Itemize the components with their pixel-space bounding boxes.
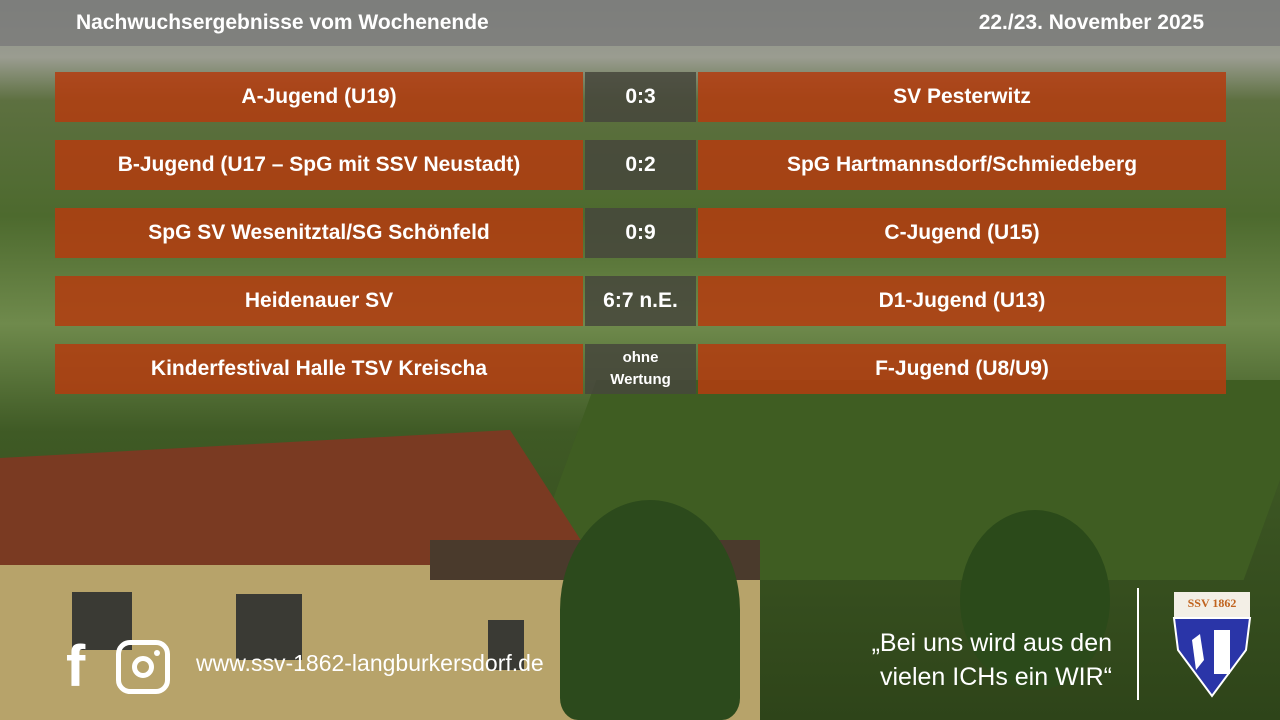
background-window [488, 620, 524, 670]
home-team: B-Jugend (U17 – SpG mit SSV Neustadt) [55, 140, 583, 190]
match-row: A-Jugend (U19) 0:3 SV Pesterwitz [55, 72, 1226, 122]
score: 0:9 [585, 208, 696, 258]
score: 0:2 [585, 140, 696, 190]
background-tree [560, 500, 740, 720]
header-bar: Nachwuchsergebnisse vom Wochenende 22./2… [0, 0, 1280, 46]
home-team: Heidenauer SV [55, 276, 583, 326]
score: ohne Wertung [585, 344, 696, 394]
page-title: Nachwuchsergebnisse vom Wochenende [76, 11, 489, 34]
score-line: Wertung [610, 371, 671, 388]
facebook-icon[interactable]: f [66, 634, 86, 699]
slogan-line: vielen ICHs ein WIR“ [880, 663, 1112, 691]
home-team: SpG SV Wesenitztal/SG Schönfeld [55, 208, 583, 258]
home-team: Kinderfestival Halle TSV Kreischa [55, 344, 583, 394]
divider [1137, 588, 1139, 700]
svg-text:SSV 1862: SSV 1862 [1188, 596, 1237, 610]
away-team: C-Jugend (U15) [698, 208, 1226, 258]
away-team: D1-Jugend (U13) [698, 276, 1226, 326]
club-logo: SSV 1862 [1172, 592, 1252, 698]
away-team: F-Jugend (U8/U9) [698, 344, 1226, 394]
match-row: Kinderfestival Halle TSV Kreischa ohne W… [55, 344, 1226, 394]
away-team: SV Pesterwitz [698, 72, 1226, 122]
background-window [236, 594, 302, 660]
away-team: SpG Hartmannsdorf/Schmiedeberg [698, 140, 1226, 190]
match-row: B-Jugend (U17 – SpG mit SSV Neustadt) 0:… [55, 140, 1226, 190]
home-team: A-Jugend (U19) [55, 72, 583, 122]
background-window [72, 592, 132, 650]
slogan-line: „Bei uns wird aus den [871, 629, 1112, 657]
score: 6:7 n.E. [585, 276, 696, 326]
match-row: Heidenauer SV 6:7 n.E. D1-Jugend (U13) [55, 276, 1226, 326]
date-label: 22./23. November 2025 [978, 11, 1204, 34]
background-tree [960, 510, 1110, 690]
score-line: ohne [622, 349, 659, 366]
match-row: SpG SV Wesenitztal/SG Schönfeld 0:9 C-Ju… [55, 208, 1226, 258]
slogan: „Bei uns wird aus den vielen ICHs ein WI… [872, 626, 1112, 694]
instagram-icon[interactable] [116, 640, 170, 694]
website-link[interactable]: www.ssv-1862-langburkersdorf.de [196, 650, 544, 676]
score: 0:3 [585, 72, 696, 122]
